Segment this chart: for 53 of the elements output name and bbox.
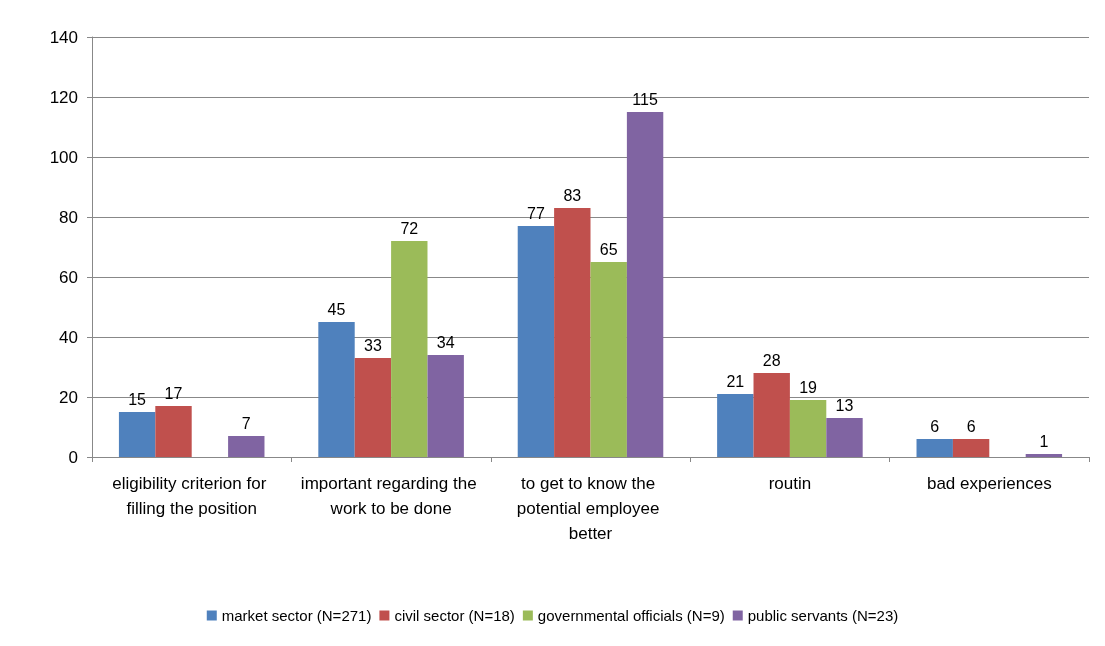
x-tick-label: important regarding the work to be done (300, 474, 482, 518)
data-label: 19 (799, 378, 818, 396)
y-tick-label: 80 (59, 207, 78, 227)
data-label: 1 (1039, 432, 1049, 450)
y-tick-label: 100 (49, 147, 78, 167)
data-label: 77 (527, 204, 545, 222)
data-label: 45 (327, 300, 346, 318)
bar (391, 241, 428, 457)
data-label: 72 (400, 219, 419, 237)
bar (826, 418, 863, 457)
bar (517, 226, 555, 457)
y-tick-label: 40 (59, 327, 78, 347)
bar (916, 439, 953, 457)
bar (354, 358, 392, 457)
bar (717, 394, 754, 457)
bar (118, 412, 156, 457)
bar (155, 406, 192, 457)
data-label: 6 (930, 417, 940, 435)
y-tick-label: 20 (59, 387, 78, 407)
bar (626, 112, 664, 457)
data-label: 34 (436, 333, 455, 351)
legend-label: public servants (N=23) (747, 607, 899, 624)
data-label: 115 (632, 90, 658, 108)
x-tick-label: eligibility criterion for filling the position (112, 474, 272, 518)
data-label: 83 (563, 186, 582, 204)
y-tick-label: 140 (49, 27, 78, 47)
data-label: 6 (966, 417, 976, 435)
x-tick-label: to get to know the potential employee better (516, 474, 665, 543)
bar (427, 355, 464, 457)
bar (952, 439, 990, 457)
y-tick-label: 0 (68, 447, 78, 467)
legend-label: governmental officials (N=9) (537, 607, 725, 624)
data-label: 7 (241, 414, 251, 432)
y-tick-label: 120 (49, 87, 78, 107)
bar (318, 322, 355, 457)
data-label: 28 (762, 351, 781, 369)
bar (789, 400, 827, 457)
data-label: 13 (835, 396, 854, 414)
bar (753, 373, 790, 457)
y-tick-label: 60 (59, 267, 78, 287)
data-label: 21 (726, 372, 745, 390)
legend-label: civil sector (N=18) (394, 607, 515, 624)
x-tick-label: routin (768, 474, 812, 493)
data-label: 15 (128, 390, 147, 408)
legend-label: market sector (N=271) (221, 607, 372, 624)
bar (1025, 454, 1063, 457)
x-tick-label: bad experiences (926, 474, 1052, 493)
bar (554, 208, 591, 457)
data-label: 33 (364, 336, 382, 354)
data-label: 65 (599, 240, 618, 258)
data-label: 17 (164, 384, 183, 402)
bar (590, 262, 627, 457)
bar (228, 436, 265, 457)
